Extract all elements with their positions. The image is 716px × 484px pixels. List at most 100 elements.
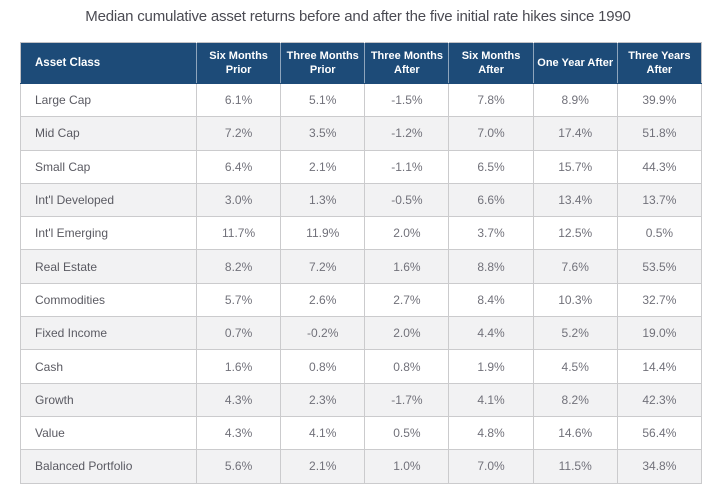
value-cell: 0.5% (364, 415, 450, 451)
value-cell: 42.3% (616, 382, 703, 417)
value-cell: 8.8% (448, 249, 534, 284)
value-cell: 11.7% (195, 216, 282, 251)
asset-class-label: Int'l Emerging (20, 216, 197, 251)
value-cell: 6.1% (195, 82, 282, 118)
value-cell: 0.8% (280, 349, 366, 384)
value-cell: 11.9% (280, 216, 366, 251)
value-cell: 39.9% (616, 82, 703, 118)
value-cell: 0.7% (195, 316, 282, 351)
column-header: One Year After (532, 42, 618, 84)
value-cell: 14.6% (532, 415, 618, 451)
header-row: Asset Class Six Months Prior Three Months … (20, 42, 702, 84)
value-cell: 0.5% (616, 216, 703, 251)
column-header: Three Months Prior (280, 42, 365, 84)
column-header-asset-class: Asset Class (20, 42, 197, 84)
value-cell: 1.0% (364, 449, 450, 484)
value-cell: 15.7% (532, 149, 618, 184)
value-cell: 3.7% (448, 216, 534, 251)
asset-class-label: Balanced Portfolio (20, 449, 197, 484)
table-row: Real Estate 8.2% 7.2% 1.6% 8.8% 7.6% 53.5% (20, 249, 703, 284)
value-cell: -1.7% (364, 382, 450, 417)
value-cell: 8.2% (195, 249, 282, 284)
asset-class-label: Small Cap (20, 149, 197, 184)
asset-class-label: Mid Cap (20, 116, 197, 151)
value-cell: 12.5% (532, 216, 618, 251)
value-cell: 5.6% (195, 449, 282, 484)
value-cell: 7.8% (448, 82, 534, 118)
value-cell: 7.2% (280, 249, 366, 284)
value-cell: 51.8% (616, 116, 703, 151)
value-cell: 8.2% (532, 382, 618, 417)
value-cell: 1.9% (448, 349, 534, 384)
column-header: Three Years After (616, 42, 702, 84)
table-row: Small Cap 6.4% 2.1% -1.1% 6.5% 15.7% 44.3% (20, 149, 703, 184)
value-cell: 2.1% (280, 149, 366, 184)
column-header: Six Months After (448, 42, 534, 84)
column-header: Six Months Prior (195, 42, 281, 84)
table-row: Mid Cap 7.2% 3.5% -1.2% 7.0% 17.4% 51.8% (20, 116, 703, 151)
asset-class-label: Commodities (20, 282, 197, 318)
table-row: Int'l Emerging 11.7% 11.9% 2.0% 3.7% 12.5% 0.5… (20, 216, 703, 251)
value-cell: 4.3% (195, 415, 282, 451)
value-cell: 2.0% (364, 216, 450, 251)
value-cell: 0.8% (364, 349, 450, 384)
value-cell: 4.3% (195, 382, 282, 417)
table-header: Asset Class Six Months Prior Three Months … (20, 42, 702, 84)
value-cell: 5.1% (280, 82, 366, 118)
asset-class-label: Int'l Developed (20, 182, 197, 218)
value-cell: 4.4% (448, 316, 534, 351)
value-cell: 4.1% (280, 415, 366, 451)
value-cell: 13.7% (616, 182, 703, 218)
value-cell: 32.7% (616, 282, 703, 318)
chart-title: Median cumulative asset returns before a… (85, 8, 631, 25)
value-cell: -1.1% (364, 149, 450, 184)
table-row: Int'l Developed 3.0% 1.3% -0.5% 6.6% 13.4% 13.… (20, 182, 703, 218)
value-cell: 2.3% (280, 382, 366, 417)
table-row: Balanced Portfolio 5.6% 2.1% 1.0% 7.0% 11.5% 3… (20, 449, 703, 484)
value-cell: 2.7% (364, 282, 450, 318)
value-cell: 8.9% (532, 82, 618, 118)
value-cell: -1.5% (364, 82, 450, 118)
value-cell: 1.6% (364, 249, 450, 284)
value-cell: 6.6% (448, 182, 534, 218)
value-cell: 4.5% (532, 349, 618, 384)
value-cell: -1.2% (364, 116, 450, 151)
value-cell: 13.4% (532, 182, 618, 218)
value-cell: 6.5% (448, 149, 534, 184)
table-row: Growth 4.3% 2.3% -1.7% 4.1% 8.2% 42.3% (20, 382, 703, 417)
value-cell: 7.6% (532, 249, 618, 284)
value-cell: 5.7% (195, 282, 282, 318)
table-row: Commodities 5.7% 2.6% 2.7% 8.4% 10.3% 32.7% (20, 282, 703, 318)
value-cell: 2.0% (364, 316, 450, 351)
value-cell: -0.5% (364, 182, 450, 218)
table-body: Large Cap 6.1% 5.1% -1.5% 7.8% 8.9% 39.9% Mid C… (20, 82, 703, 484)
value-cell: 4.1% (448, 382, 534, 417)
table-row: Cash 1.6% 0.8% 0.8% 1.9% 4.5% 14.4% (20, 349, 703, 384)
value-cell: 8.4% (448, 282, 534, 318)
value-cell: 14.4% (616, 349, 703, 384)
table-row: Value 4.3% 4.1% 0.5% 4.8% 14.6% 56.4% (20, 415, 703, 451)
value-cell: -0.2% (280, 316, 366, 351)
table-row: Large Cap 6.1% 5.1% -1.5% 7.8% 8.9% 39.9% (20, 82, 703, 118)
value-cell: 1.6% (195, 349, 282, 384)
value-cell: 56.4% (616, 415, 703, 451)
value-cell: 7.0% (448, 449, 534, 484)
value-cell: 5.2% (532, 316, 618, 351)
value-cell: 11.5% (532, 449, 618, 484)
value-cell: 7.2% (195, 116, 282, 151)
value-cell: 4.8% (448, 415, 534, 451)
table-row: Fixed Income 0.7% -0.2% 2.0% 4.4% 5.2% 19.0% (20, 316, 703, 351)
asset-class-label: Cash (20, 349, 197, 384)
value-cell: 44.3% (616, 149, 703, 184)
value-cell: 6.4% (195, 149, 282, 184)
value-cell: 3.0% (195, 182, 282, 218)
value-cell: 34.8% (616, 449, 703, 484)
asset-class-label: Value (20, 415, 197, 451)
asset-class-label: Real Estate (20, 249, 197, 284)
value-cell: 17.4% (532, 116, 618, 151)
value-cell: 19.0% (616, 316, 703, 351)
asset-class-label: Fixed Income (20, 316, 197, 351)
asset-returns-table: Asset Class Six Months Prior Three Months … (20, 42, 703, 484)
value-cell: 1.3% (280, 182, 366, 218)
